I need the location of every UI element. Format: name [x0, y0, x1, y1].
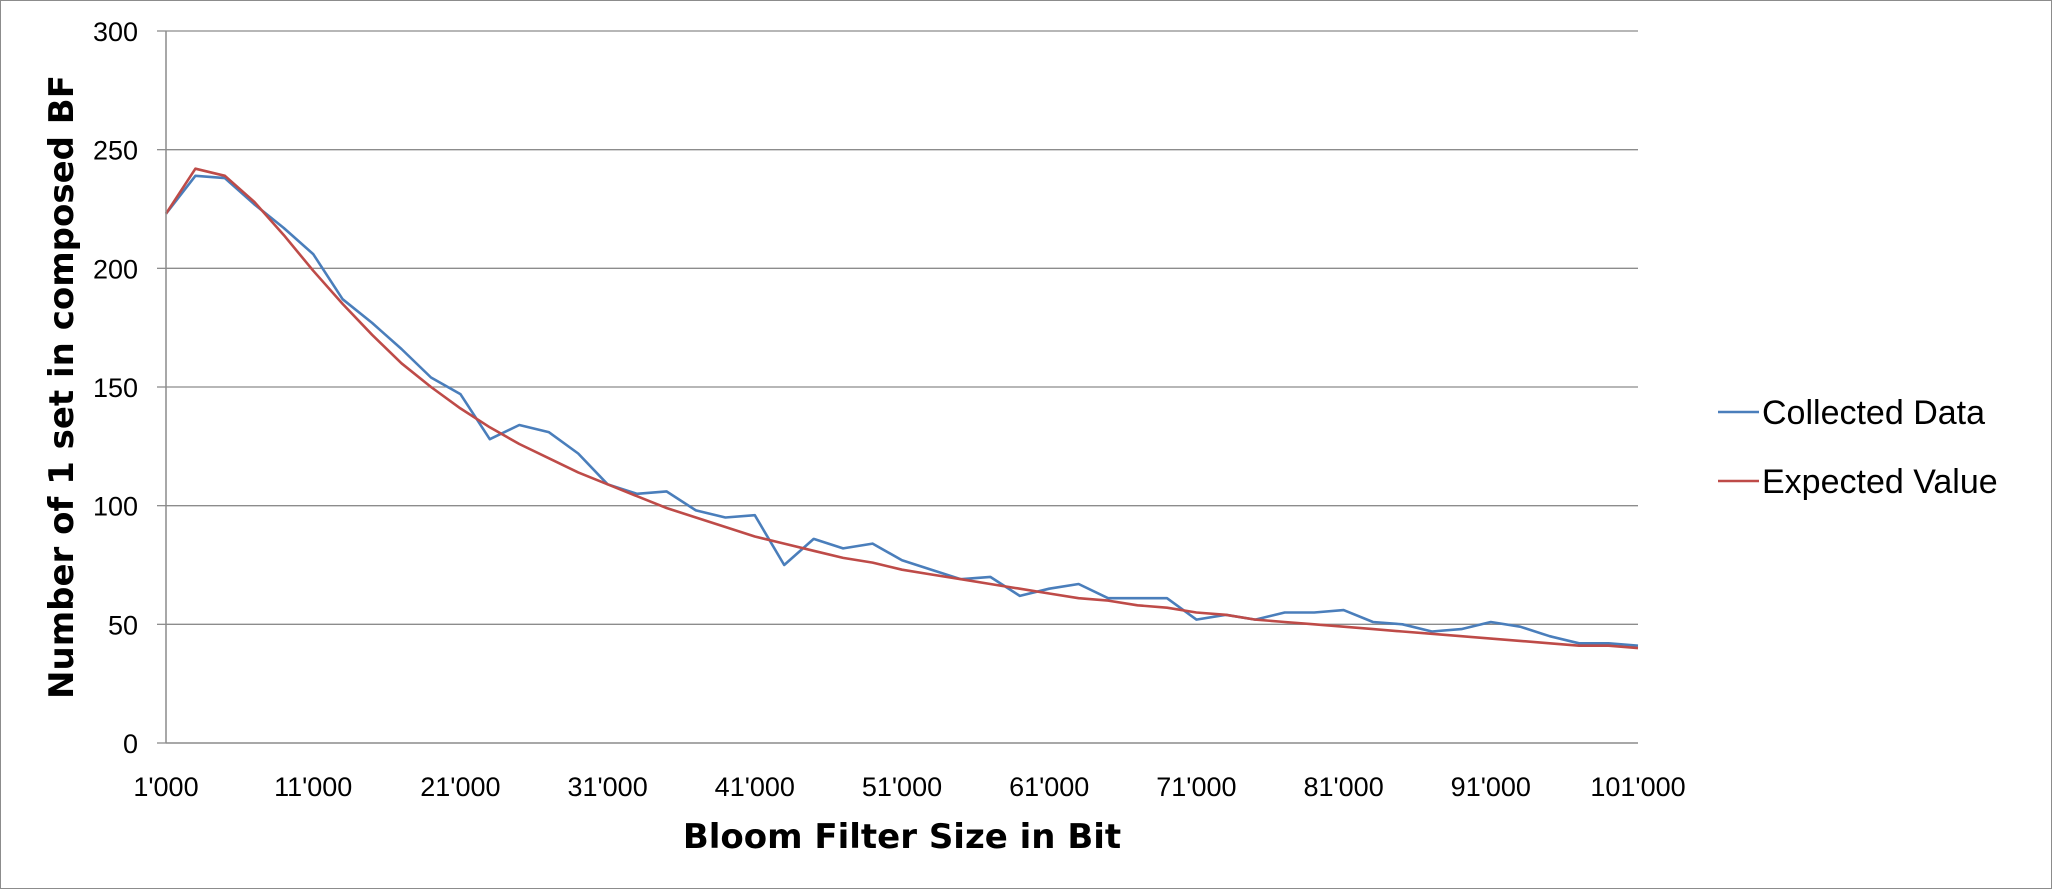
x-tick-label: 81'000 [1303, 772, 1383, 802]
series-line-1 [164, 174, 1639, 647]
x-tick-label: 21'000 [420, 772, 500, 802]
y-tick-label: 100 [93, 492, 138, 522]
gridlines [166, 30, 1638, 625]
x-tick-label: 61'000 [1009, 772, 1089, 802]
x-tick-label: 11'000 [274, 772, 352, 802]
legend-label-1: Collected Data [1762, 394, 1985, 432]
series-lines [164, 167, 1639, 650]
x-tick-label: 101'000 [1590, 772, 1685, 802]
legend: Collected Data Expected Value [1718, 394, 1998, 501]
x-tick-label: 71'000 [1156, 772, 1236, 802]
y-tick-label: 150 [93, 373, 138, 403]
y-tick-label: 300 [93, 17, 138, 47]
y-tick-label: 200 [93, 254, 138, 284]
y-tick-label: 50 [108, 610, 138, 640]
y-axis-title: Number of 1 set in composed BF [42, 75, 82, 699]
x-axis-title: Bloom Filter Size in Bit [683, 817, 1121, 857]
y-tick-label: 250 [93, 136, 138, 166]
series-line-2 [164, 167, 1639, 650]
x-tick-label: 91'000 [1451, 772, 1531, 802]
axis-lines [165, 31, 1638, 744]
y-axis-ticks: 0 50 100 150 200 250 300 [93, 17, 166, 759]
x-tick-label: 1'000 [133, 772, 198, 802]
x-axis-ticks: 1'000 11'000 21'000 31'000 41'000 51'000 61'00… [133, 772, 1685, 802]
x-tick-label: 41'000 [715, 772, 795, 802]
y-tick-label: 0 [123, 729, 138, 759]
x-tick-label: 51'000 [862, 772, 942, 802]
legend-label-2: Expected Value [1762, 463, 1998, 501]
x-tick-label: 31'000 [567, 772, 647, 802]
